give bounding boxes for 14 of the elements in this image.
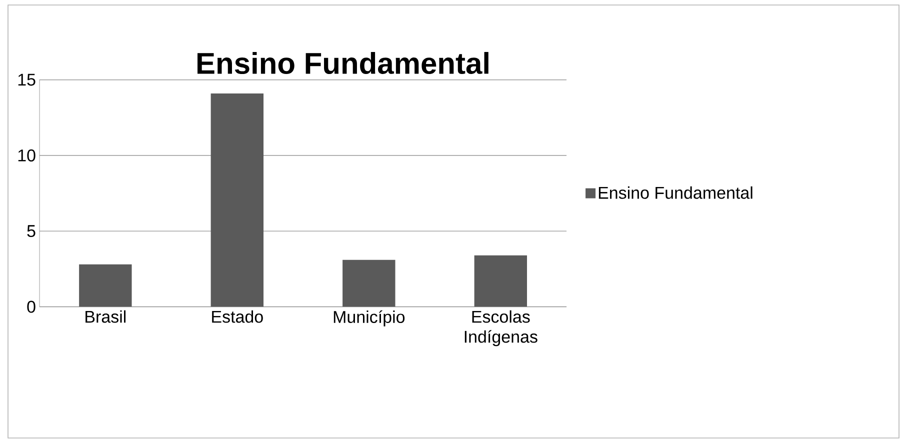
bar <box>342 260 396 307</box>
bar <box>79 264 132 307</box>
legend-label: Ensino Fundamental <box>598 186 752 199</box>
y-tick-label: 15 <box>18 74 36 86</box>
bar <box>474 255 527 307</box>
x-tick-label: Município <box>334 310 405 326</box>
chart-title: Ensino Fundamental <box>198 52 488 74</box>
y-tick-label: 0 <box>27 300 36 313</box>
y-tick-label: 10 <box>18 149 36 162</box>
y-tick-label: 5 <box>27 225 36 238</box>
bar <box>210 93 264 307</box>
x-tick-label: Escolas Indígenas <box>464 310 538 346</box>
x-tick-label: Estado <box>212 310 263 323</box>
x-tick-label: Brasil <box>86 310 126 323</box>
